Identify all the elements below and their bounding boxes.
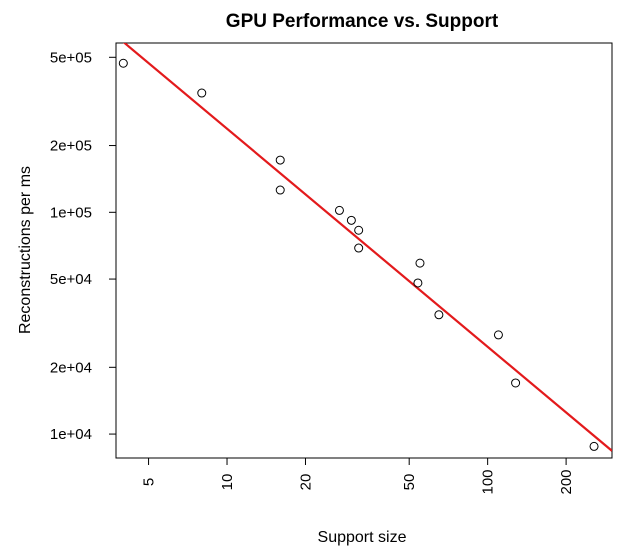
y-tick-label: 1e+05	[50, 204, 92, 221]
data-point	[275, 155, 285, 165]
x-axis-label: Support size	[318, 529, 407, 546]
x-tick-label: 10	[219, 474, 236, 491]
x-tick-label: 50	[401, 474, 418, 491]
data-point	[415, 258, 425, 268]
data-point	[511, 378, 521, 388]
data-points	[118, 58, 599, 451]
data-point	[493, 330, 503, 340]
x-tick-label: 5	[141, 478, 158, 486]
y-tick-label: 5e+04	[50, 271, 92, 288]
plot-frame	[115, 42, 613, 459]
x-tick-label: 100	[480, 469, 497, 494]
data-point	[354, 243, 364, 253]
chart-title: GPU Performance vs. Support	[226, 11, 499, 32]
data-point	[334, 205, 344, 215]
y-axis-label: Reconstructions per ms	[17, 166, 34, 334]
data-point	[434, 310, 444, 320]
data-point	[413, 278, 423, 288]
y-tick-label: 2e+04	[50, 359, 92, 376]
data-point	[275, 185, 285, 195]
data-point	[354, 225, 364, 235]
data-point	[118, 58, 128, 68]
x-axis: 5 10 20 50 100 200	[141, 457, 575, 495]
y-tick-label: 1e+04	[50, 426, 92, 443]
data-point	[589, 441, 599, 451]
y-axis: 1e+04 2e+04 5e+04 1e+05 2e+05 5e+05	[50, 49, 117, 443]
x-tick-label: 200	[558, 469, 575, 494]
regression-line	[122, 43, 612, 452]
fit-line	[122, 43, 612, 452]
y-tick-label: 5e+05	[50, 49, 92, 66]
y-tick-label: 2e+05	[50, 138, 92, 155]
data-point	[346, 215, 356, 225]
x-tick-label: 20	[297, 474, 314, 491]
data-point	[197, 88, 207, 98]
